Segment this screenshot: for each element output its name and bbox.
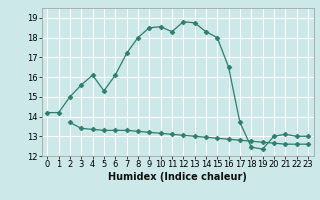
X-axis label: Humidex (Indice chaleur): Humidex (Indice chaleur) (108, 172, 247, 182)
